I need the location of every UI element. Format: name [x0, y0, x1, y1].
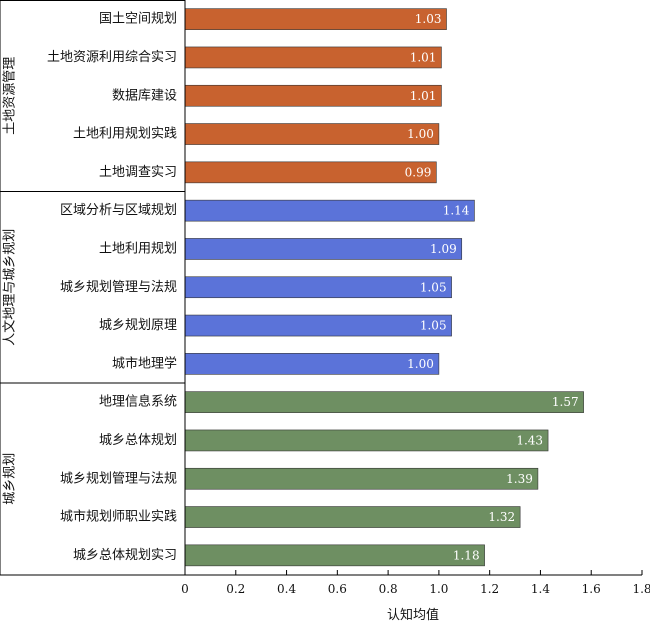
bar: [184, 391, 584, 413]
bar: [184, 238, 463, 260]
group-label: 城乡规划: [3, 453, 18, 505]
bar-value-label: 1.18: [453, 548, 480, 562]
bar: [184, 353, 440, 375]
category-label: 城市规划师职业实践: [60, 509, 177, 525]
bar: [184, 276, 452, 299]
bar: [184, 314, 452, 337]
category-label: 土地资源利用综合实习: [47, 50, 177, 65]
category-label: 城乡总体规划: [99, 433, 177, 448]
x-tick-label: 1.6: [582, 582, 601, 596]
bar-value-label: 1.43: [516, 433, 543, 447]
category-label: 数据库建设: [112, 87, 177, 103]
bar: [184, 467, 539, 490]
bar-value-label: 0.99: [405, 165, 432, 179]
bar: [184, 429, 549, 452]
bar-value-label: 1.00: [407, 127, 434, 141]
x-tick-label: 0.6: [328, 582, 347, 596]
bar-value-label: 1.01: [410, 50, 437, 64]
bar: [184, 8, 447, 30]
x-axis-title: 认知均值: [387, 607, 439, 623]
category-label: 区域分析与区域规划: [60, 203, 177, 218]
x-tick-label: 0.8: [379, 582, 398, 596]
bar: [184, 84, 442, 107]
category-label: 地理信息系统: [99, 394, 177, 410]
category-label: 城乡规划管理与法规: [60, 471, 177, 486]
x-tick-label: 0: [181, 582, 189, 596]
bar: [184, 123, 440, 145]
category-label: 土地利用规划实践: [73, 127, 177, 142]
bar-value-label: 1.57: [552, 395, 579, 409]
category-label: 城乡规划管理与法规: [60, 280, 177, 295]
bar-value-label: 1.05: [420, 280, 447, 294]
group-label: 人文地理与城乡规划: [3, 229, 18, 346]
bars: 1.03 国土空间规划 1.01 土地资源利用综合实习 1.01 数据库建设 1.00 土地利…: [47, 8, 584, 567]
x-tick-label: 1.0: [429, 582, 448, 596]
x-tick-label: 1.4: [531, 582, 550, 596]
category-label: 城乡总体规划实习: [73, 548, 177, 563]
category-label: 土地调查实习: [99, 165, 177, 180]
category-label: 城乡规划原理: [99, 318, 177, 333]
bar-value-label: 1.09: [430, 242, 457, 256]
bar: [184, 544, 485, 567]
x-tick-label: 0.2: [226, 582, 245, 596]
bar-value-label: 1.00: [407, 357, 434, 371]
category-label: 国土空间规划: [99, 12, 177, 27]
bar-value-label: 1.14: [443, 204, 470, 218]
x-axis: 0 0.2 0.4 0.6 0.8 1.0 1.2 1.4 1.6 1.8: [181, 0, 650, 596]
x-tick-label: 1.2: [480, 582, 499, 596]
bar-value-label: 1.03: [415, 12, 442, 26]
bar-value-label: 1.05: [420, 319, 447, 333]
bar: [184, 506, 521, 528]
bar: [184, 199, 475, 222]
category-label: 城市地理学: [112, 355, 177, 371]
group-label: 土地资源管理: [3, 57, 18, 135]
bar: [184, 161, 437, 184]
bar-value-label: 1.39: [506, 472, 533, 486]
bar-value-label: 1.01: [410, 89, 437, 103]
bar-value-label: 1.32: [488, 510, 515, 524]
x-tick-label: 1.8: [632, 582, 650, 596]
x-tick-label: 0.4: [277, 582, 296, 596]
bar: [184, 46, 442, 69]
category-label: 土地利用规划: [99, 241, 177, 256]
